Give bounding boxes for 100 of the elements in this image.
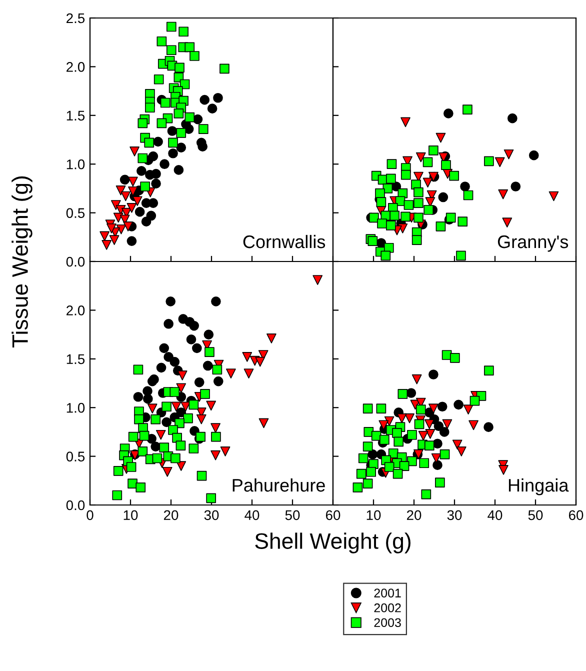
x-tick-label: 60: [326, 510, 340, 520]
point: [394, 436, 404, 447]
point: [418, 430, 428, 441]
point: [463, 190, 474, 200]
point: [400, 117, 410, 128]
point: [198, 142, 208, 152]
point: [384, 462, 394, 472]
point: [258, 350, 268, 360]
y-tick-label: 2.0: [66, 306, 85, 316]
point: [375, 188, 385, 198]
point: [150, 414, 161, 424]
point: [425, 428, 436, 439]
point: [184, 42, 195, 52]
point: [202, 360, 213, 371]
point: [416, 404, 426, 414]
point: [156, 430, 166, 440]
point: [136, 166, 146, 176]
point: [180, 402, 190, 412]
point: [109, 235, 120, 245]
point: [206, 493, 216, 504]
point: [128, 186, 138, 196]
point: [188, 444, 199, 454]
point: [419, 458, 430, 468]
point: [210, 450, 220, 460]
x-tick-label: 40: [488, 510, 502, 520]
point: [376, 404, 386, 414]
point: [494, 157, 505, 168]
point: [120, 191, 131, 202]
point: [113, 466, 124, 476]
point: [438, 192, 448, 202]
annotation: Granny's: [498, 235, 568, 252]
point: [548, 191, 559, 202]
point: [441, 160, 451, 170]
point: [132, 196, 142, 206]
point: [242, 352, 252, 362]
point: [166, 22, 176, 32]
point: [450, 353, 460, 363]
point: [147, 404, 158, 414]
point: [456, 446, 466, 456]
point: [428, 370, 438, 380]
x-axis-title: Shell Weight (g): [255, 532, 410, 554]
legend-label: 2002: [374, 603, 401, 612]
point: [106, 223, 116, 234]
point: [138, 118, 148, 128]
point: [145, 102, 155, 113]
point: [206, 400, 216, 411]
point: [470, 396, 480, 406]
point: [414, 187, 424, 198]
point: [362, 404, 373, 414]
point: [437, 402, 448, 412]
point: [442, 419, 452, 430]
point: [176, 142, 186, 152]
point: [378, 420, 389, 430]
y-tick-label: 0.0: [66, 256, 85, 267]
point: [462, 104, 472, 114]
point: [386, 220, 396, 230]
x-tick-label: 50: [285, 510, 300, 520]
point: [168, 138, 178, 148]
point: [112, 490, 122, 500]
x-tick-label: 10: [366, 510, 381, 520]
y-tick-label: 2.0: [66, 62, 85, 72]
point: [386, 174, 396, 184]
point: [528, 150, 539, 160]
point: [128, 432, 138, 442]
point: [151, 168, 161, 179]
point: [392, 468, 403, 479]
point: [123, 222, 133, 232]
point: [456, 250, 466, 261]
point: [183, 413, 193, 424]
x-tick-label: 20: [406, 510, 422, 520]
point: [167, 126, 178, 136]
point: [436, 222, 446, 232]
point: [434, 421, 444, 432]
point: [213, 376, 224, 386]
point: [376, 197, 386, 208]
point: [498, 465, 508, 475]
point: [507, 113, 518, 124]
point: [134, 414, 144, 424]
point: [207, 104, 218, 114]
point: [266, 334, 276, 344]
point: [196, 414, 206, 424]
point: [170, 356, 180, 367]
point: [174, 108, 184, 118]
x-tick-label: 20: [164, 510, 178, 520]
point: [160, 98, 170, 108]
point: [126, 203, 137, 213]
x-tick-label: 10: [124, 510, 138, 520]
point: [502, 218, 512, 228]
y-tick-label: 2.5: [66, 13, 85, 24]
point: [156, 36, 167, 46]
point: [100, 231, 110, 242]
point: [186, 334, 196, 344]
point: [362, 442, 373, 452]
point: [153, 136, 163, 147]
point: [498, 189, 508, 200]
point: [160, 159, 170, 170]
point: [213, 92, 223, 103]
point: [399, 461, 410, 471]
point: [198, 124, 208, 134]
point: [404, 200, 414, 210]
